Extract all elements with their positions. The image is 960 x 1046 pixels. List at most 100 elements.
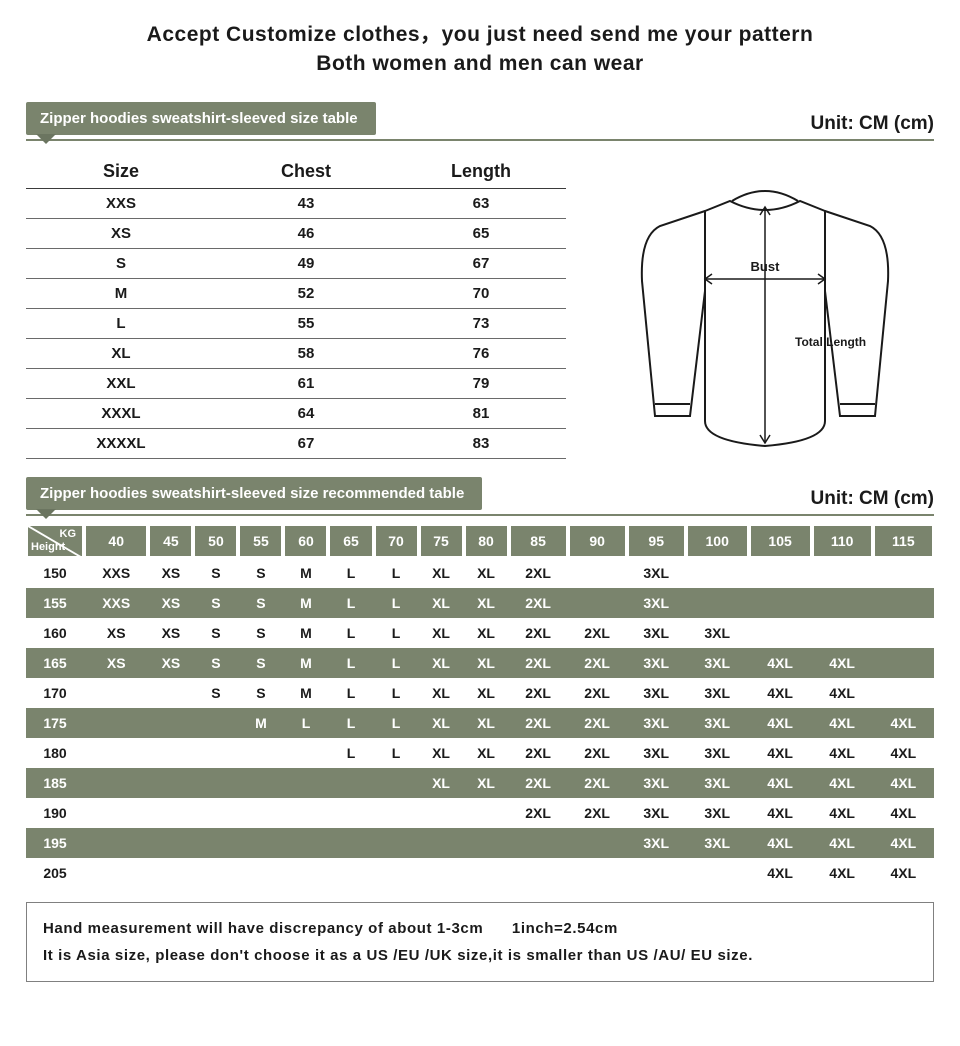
rec-size-cell: XL xyxy=(419,648,464,678)
rec-size-cell: L xyxy=(374,648,419,678)
rec-size-cell xyxy=(283,858,328,888)
rec-row: 150XXSXSSSMLLXLXL2XL3XL xyxy=(26,558,934,588)
rec-size-cell: M xyxy=(283,588,328,618)
rec-size-cell xyxy=(749,618,812,648)
rec-size-cell: 3XL xyxy=(686,768,749,798)
rec-size-cell: L xyxy=(328,678,373,708)
rec-kg-header: 95 xyxy=(627,524,686,558)
rec-size-cell: XL xyxy=(419,768,464,798)
rec-size-cell xyxy=(148,828,193,858)
rec-size-cell xyxy=(686,588,749,618)
corner-height: Height xyxy=(31,542,65,553)
size-table-cell: 58 xyxy=(216,345,396,362)
size-table-cell: S xyxy=(26,255,216,272)
section1-tab: Zipper hoodies sweatshirt-sleeved size t… xyxy=(26,102,376,135)
rec-size-cell xyxy=(873,648,934,678)
rec-size-cell: M xyxy=(283,648,328,678)
rec-size-cell xyxy=(283,738,328,768)
rec-size-cell: 2XL xyxy=(509,738,568,768)
rec-size-cell: 2XL xyxy=(568,618,627,648)
rec-size-cell: 2XL xyxy=(568,678,627,708)
rec-size-cell: 2XL xyxy=(568,768,627,798)
rec-size-cell: 4XL xyxy=(749,738,812,768)
rec-size-cell: XL xyxy=(419,678,464,708)
rec-kg-header: 60 xyxy=(283,524,328,558)
rec-size-cell: 4XL xyxy=(812,798,873,828)
rec-size-cell xyxy=(84,738,148,768)
rec-size-cell: S xyxy=(238,678,283,708)
rec-height-cell: 155 xyxy=(26,588,84,618)
rec-size-cell xyxy=(84,768,148,798)
rec-row: 1902XL2XL3XL3XL4XL4XL4XL xyxy=(26,798,934,828)
rec-size-cell: 2XL xyxy=(568,738,627,768)
rec-size-cell: 2XL xyxy=(509,708,568,738)
rec-kg-header: 90 xyxy=(568,524,627,558)
notes-box: Hand measurement will have discrepancy o… xyxy=(26,902,934,982)
section1-rule xyxy=(26,139,934,141)
rec-size-cell xyxy=(238,828,283,858)
col-chest: Chest xyxy=(216,161,396,182)
rec-height-cell: 185 xyxy=(26,768,84,798)
rec-size-cell: 3XL xyxy=(686,708,749,738)
rec-height-cell: 150 xyxy=(26,558,84,588)
rec-size-cell: M xyxy=(283,558,328,588)
rec-height-cell: 165 xyxy=(26,648,84,678)
rec-size-cell xyxy=(84,828,148,858)
rec-size-cell: S xyxy=(238,618,283,648)
rec-size-cell: 2XL xyxy=(509,678,568,708)
rec-size-cell xyxy=(148,678,193,708)
rec-size-cell: 4XL xyxy=(873,828,934,858)
size-table-cell: XXXL xyxy=(26,405,216,422)
size-table-cell: M xyxy=(26,285,216,302)
rec-kg-header: 110 xyxy=(812,524,873,558)
rec-size-cell: XS xyxy=(84,618,148,648)
rec-size-cell xyxy=(873,618,934,648)
note-line-1: Hand measurement will have discrepancy o… xyxy=(43,915,917,942)
tab-pointer-icon xyxy=(36,509,56,519)
size-table-cell: 49 xyxy=(216,255,396,272)
rec-size-cell: XS xyxy=(148,588,193,618)
rec-size-cell xyxy=(193,738,238,768)
rec-size-cell: L xyxy=(374,738,419,768)
size-table-cell: 63 xyxy=(396,195,566,212)
rec-kg-header: 105 xyxy=(749,524,812,558)
rec-size-cell xyxy=(328,858,373,888)
rec-size-cell: XXS xyxy=(84,558,148,588)
rec-corner-cell: KGHeight xyxy=(26,524,84,558)
size-table: Size Chest Length XXS4363XS4665S4967M527… xyxy=(26,155,566,471)
size-table-row: XXL6179 xyxy=(26,369,566,399)
rec-row: 180LLXLXL2XL2XL3XL3XL4XL4XL4XL xyxy=(26,738,934,768)
rec-size-cell: M xyxy=(238,708,283,738)
rec-size-cell: 2XL xyxy=(509,588,568,618)
rec-size-cell: 2XL xyxy=(509,558,568,588)
rec-row: 165XSXSSSMLLXLXL2XL2XL3XL3XL4XL4XL xyxy=(26,648,934,678)
rec-size-cell xyxy=(812,618,873,648)
section2-rule xyxy=(26,514,934,516)
rec-size-cell xyxy=(193,828,238,858)
rec-size-cell xyxy=(509,828,568,858)
rec-kg-header: 75 xyxy=(419,524,464,558)
rec-size-cell xyxy=(193,768,238,798)
rec-size-cell: M xyxy=(283,618,328,648)
rec-size-cell xyxy=(873,678,934,708)
rec-size-cell xyxy=(193,858,238,888)
rec-size-cell xyxy=(283,828,328,858)
size-table-cell: XL xyxy=(26,345,216,362)
rec-size-cell xyxy=(148,798,193,828)
note-1b: 1inch=2.54cm xyxy=(512,920,618,937)
rec-size-cell: 3XL xyxy=(627,768,686,798)
rec-size-cell xyxy=(148,708,193,738)
rec-size-cell xyxy=(238,738,283,768)
recommended-table: KGHeight40455055606570758085909510010511… xyxy=(26,524,934,888)
size-table-cell: XXXXL xyxy=(26,435,216,452)
size-table-cell: XS xyxy=(26,225,216,242)
rec-size-cell: 4XL xyxy=(873,858,934,888)
rec-height-cell: 170 xyxy=(26,678,84,708)
size-table-cell: 76 xyxy=(396,345,566,362)
section1-tab-label: Zipper hoodies sweatshirt-sleeved size t… xyxy=(26,102,376,135)
rec-size-cell: 4XL xyxy=(812,648,873,678)
rec-size-cell xyxy=(374,858,419,888)
rec-size-cell xyxy=(464,798,509,828)
rec-kg-header: 50 xyxy=(193,524,238,558)
size-table-cell: 46 xyxy=(216,225,396,242)
